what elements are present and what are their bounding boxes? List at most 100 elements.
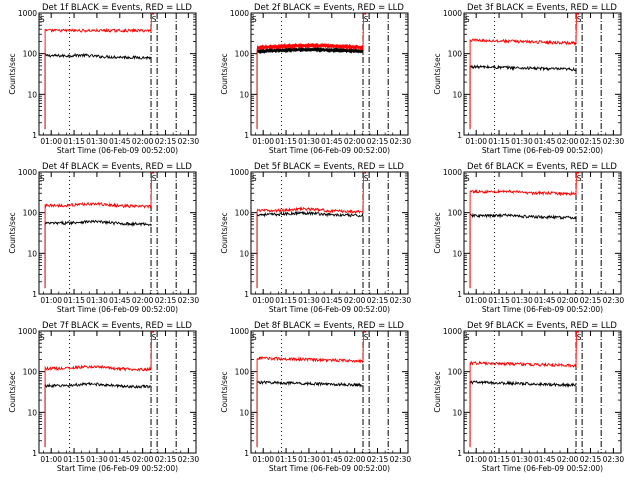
- x-tick-label: 01:15: [275, 137, 297, 146]
- y-tick-label: 1000: [230, 327, 249, 336]
- x-tick-label: 02:15: [367, 296, 389, 305]
- x-tick-label: 01:15: [275, 296, 297, 305]
- x-tick-label: 01:15: [63, 137, 85, 146]
- detector-panel-8: Det 8f BLACK = Events, RED = LLD 1 10 100 10…: [220, 321, 411, 473]
- x-axis-label: Start Time (06-Feb-09 00:52:00): [482, 146, 603, 155]
- x-tick-label: 01:15: [488, 296, 510, 305]
- saa-marker-label: S: [152, 15, 157, 24]
- x-tick-label: 01:30: [86, 296, 108, 305]
- y-tick-label: 1: [244, 449, 249, 458]
- y-tick-label: 10: [239, 90, 249, 99]
- y-tick-label: 10: [27, 90, 37, 99]
- panel-title: Det 3f BLACK = Events, RED = LLD: [467, 3, 617, 13]
- panel-title: Det 6f BLACK = Events, RED = LLD: [467, 162, 617, 172]
- x-tick-label: 02:30: [178, 137, 200, 146]
- saa-marker-label: S: [364, 15, 369, 24]
- x-tick-label: 01:15: [488, 137, 510, 146]
- detector-panel-4: Det 4f BLACK = Events, RED = LLD 1 10 100 10…: [8, 162, 199, 314]
- x-tick-label: 02:15: [155, 296, 177, 305]
- x-tick-label: 01:00: [40, 137, 62, 146]
- x-tick-label: 02:15: [367, 455, 389, 464]
- x-tick-label: 02:00: [557, 455, 579, 464]
- x-tick-label: 01:30: [511, 137, 533, 146]
- x-tick-label: 01:30: [511, 455, 533, 464]
- y-axis-label: Counts/sec: [433, 53, 442, 94]
- saa-marker-label: S: [465, 174, 470, 183]
- x-tick-label: 01:30: [298, 296, 320, 305]
- y-tick-label: 1000: [443, 168, 462, 177]
- detector-panel-6: Det 6f BLACK = Events, RED = LLD 1 10 100 10…: [433, 162, 624, 314]
- x-tick-label: 02:00: [132, 455, 154, 464]
- saa-marker-label: S: [40, 174, 45, 183]
- x-tick-label: 01:45: [109, 137, 131, 146]
- plot-frame: [463, 12, 622, 136]
- y-tick-label: 1000: [443, 9, 462, 18]
- x-tick-label: 01:45: [109, 455, 131, 464]
- x-tick-label: 02:15: [580, 455, 602, 464]
- events-series-line: [256, 47, 364, 130]
- y-tick-label: 10: [27, 408, 37, 417]
- y-tick-label: 100: [23, 50, 38, 59]
- events-series-line: [256, 379, 364, 448]
- panel-title: Det 4f BLACK = Events, RED = LLD: [42, 162, 192, 172]
- saa-marker-label: S: [465, 333, 470, 342]
- x-tick-label: 01:30: [298, 137, 320, 146]
- detector-panel-3: Det 3f BLACK = Events, RED = LLD 1 10 100 10…: [433, 3, 624, 155]
- y-tick-label: 10: [239, 249, 249, 258]
- y-axis-label: Counts/sec: [220, 371, 229, 412]
- events-series-line: [469, 212, 577, 289]
- x-tick-label: 01:30: [298, 455, 320, 464]
- panel-title: Det 9f BLACK = Events, RED = LLD: [467, 321, 617, 331]
- x-tick-label: 01:45: [321, 296, 343, 305]
- lld-series-line: [469, 171, 580, 289]
- lld-series-line: [44, 12, 155, 130]
- events-series-line: [469, 380, 577, 448]
- x-tick-label: 02:15: [580, 296, 602, 305]
- detector-panel-7: Det 7f BLACK = Events, RED = LLD 1 10 100 10…: [8, 321, 199, 473]
- x-tick-label: 02:30: [390, 296, 412, 305]
- saa-marker-label: S: [465, 15, 470, 24]
- plot-frame: [250, 171, 409, 295]
- plot-frame: [250, 330, 409, 454]
- detector-panel-9: Det 9f BLACK = Events, RED = LLD 1 10 100 10…: [433, 321, 624, 473]
- x-tick-label: 02:30: [603, 137, 625, 146]
- plot-frame: [463, 330, 622, 454]
- plot-frame: [38, 330, 197, 454]
- x-tick-label: 01:15: [275, 455, 297, 464]
- x-tick-label: 02:00: [344, 137, 366, 146]
- y-axis-label: Counts/sec: [8, 53, 17, 94]
- y-tick-label: 1: [244, 290, 249, 299]
- y-tick-label: 1: [32, 449, 37, 458]
- events-series-line: [469, 64, 577, 130]
- x-tick-label: 02:00: [344, 455, 366, 464]
- y-tick-label: 100: [23, 209, 38, 218]
- y-tick-label: 1: [457, 131, 462, 140]
- detector-panel-5: Det 5f BLACK = Events, RED = LLD 1 10 100 10…: [220, 162, 411, 314]
- x-tick-label: 02:30: [178, 455, 200, 464]
- x-tick-label: 01:15: [488, 455, 510, 464]
- panel-title: Det 2f BLACK = Events, RED = LLD: [254, 3, 404, 13]
- y-tick-label: 10: [452, 249, 462, 258]
- saa-marker-label: S: [577, 174, 582, 183]
- y-axis-label: Counts/sec: [433, 371, 442, 412]
- detector-panel-1: Det 1f BLACK = Events, RED = LLD 1 10 100 10…: [8, 3, 199, 155]
- events-series-line: [44, 219, 152, 289]
- y-tick-label: 10: [239, 408, 249, 417]
- lld-series-line: [256, 330, 367, 448]
- y-tick-label: 1000: [230, 168, 249, 177]
- y-tick-label: 1: [32, 290, 37, 299]
- x-axis-label: Start Time (06-Feb-09 00:52:00): [269, 146, 390, 155]
- saa-marker-label: S: [577, 15, 582, 24]
- y-tick-label: 100: [235, 368, 250, 377]
- saa-marker-label: S: [252, 174, 257, 183]
- y-tick-label: 100: [448, 209, 463, 218]
- x-tick-label: 01:00: [252, 455, 274, 464]
- detector-panel-2: Det 2f BLACK = Events, RED = LLD 1 10 100 10…: [220, 3, 411, 155]
- events-series-line: [44, 52, 152, 130]
- x-axis-label: Start Time (06-Feb-09 00:52:00): [482, 305, 603, 314]
- plot-frame: [250, 12, 409, 136]
- saa-marker-label: S: [152, 333, 157, 342]
- x-axis-label: Start Time (06-Feb-09 00:52:00): [269, 305, 390, 314]
- x-axis-label: Start Time (06-Feb-09 00:52:00): [482, 464, 603, 473]
